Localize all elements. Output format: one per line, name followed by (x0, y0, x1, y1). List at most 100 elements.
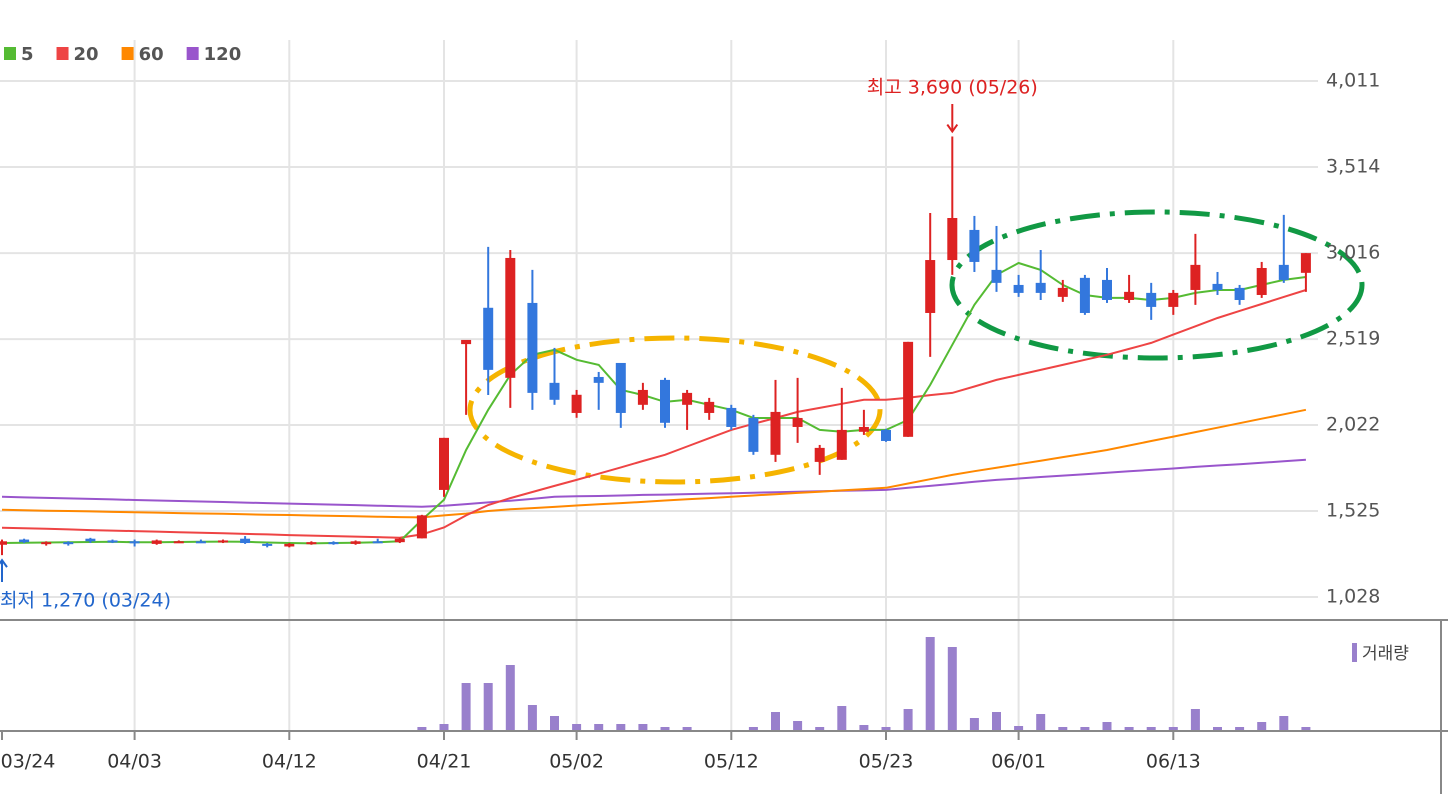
volume-bar (925, 637, 935, 730)
candle-body (1079, 277, 1090, 313)
legend-label: 60 (139, 44, 164, 65)
candle-body (969, 229, 980, 262)
candle-body (1146, 292, 1157, 307)
candle-body (394, 538, 405, 543)
legend-label: 20 (74, 44, 99, 65)
candle-body (704, 401, 715, 413)
candle-body (1212, 283, 1223, 290)
candle-body (858, 426, 869, 432)
candle-body (240, 538, 251, 544)
candle-body (549, 382, 560, 400)
volume-bar (815, 727, 825, 730)
y-tick-label: 1,525 (1326, 500, 1380, 522)
x-tick-label: 04/03 (107, 751, 162, 773)
volume-bar (748, 727, 758, 730)
candle-body (41, 542, 52, 545)
candle-body (1035, 282, 1046, 293)
y-tick-label: 3,514 (1326, 155, 1380, 177)
volume-bar (1190, 709, 1200, 730)
legend-swatch (121, 47, 134, 60)
highlight-ellipse (949, 209, 1365, 361)
ma-line (1, 408, 1307, 519)
candle-body (770, 411, 781, 455)
candle-body (1234, 287, 1245, 300)
x-tick-label: 03/24 (1, 751, 56, 773)
volume-bar (417, 727, 427, 730)
candle-body (416, 515, 427, 539)
candle-body (748, 417, 759, 452)
ma-line (1, 458, 1306, 508)
x-tick-label: 04/21 (417, 751, 472, 773)
volume-bar (859, 725, 869, 730)
candle-body (63, 542, 74, 545)
candle-body (173, 541, 184, 544)
y-tick-label: 3,016 (1326, 242, 1380, 264)
candle-body (306, 542, 317, 545)
candle-body (505, 257, 516, 378)
y-tick-label: 2,022 (1326, 414, 1380, 436)
legend-swatch (56, 47, 69, 60)
volume-bar (1213, 727, 1222, 730)
x-tick-label: 05/23 (859, 751, 914, 773)
annotation-arrowhead (0, 558, 8, 568)
volume-bar (1058, 727, 1068, 730)
candle-body (881, 429, 891, 441)
candle-body (814, 447, 825, 462)
candle-body (1057, 287, 1068, 297)
volume-bar (1279, 716, 1289, 730)
x-tick-label: 04/12 (262, 751, 317, 773)
candle-body (571, 394, 582, 413)
annotation: 최고 3,690 (05/26) (867, 77, 1038, 99)
ma-line (1, 289, 1307, 539)
volume-bar (1257, 722, 1267, 730)
legend-label: 거래량 (1362, 644, 1409, 664)
candle-body (836, 429, 847, 460)
volume-bar (1301, 727, 1311, 730)
candle-body (1124, 291, 1135, 300)
candle-body (284, 543, 295, 547)
candle-body (1190, 264, 1201, 290)
candle-body (19, 539, 30, 543)
volume-bar (1168, 727, 1178, 730)
legend-swatch (4, 47, 16, 60)
candle-body (129, 541, 140, 544)
candle-body (1168, 292, 1179, 307)
volume-bar (947, 647, 957, 730)
candle-body (615, 362, 626, 413)
volume-bar (505, 665, 515, 730)
grid (0, 40, 1318, 731)
candle-body (439, 437, 449, 490)
annotation-arrowhead (946, 123, 959, 134)
volume-bar (1146, 727, 1156, 730)
candle-body (218, 540, 228, 543)
legend-label: 5 (21, 44, 34, 65)
candle-body (0, 541, 7, 545)
candle-body (1256, 267, 1267, 295)
volume-bar (572, 724, 582, 730)
x-tick-label: 06/13 (1146, 751, 1201, 773)
volume-bar (1235, 727, 1245, 730)
volume-bar (1080, 727, 1090, 730)
x-tick-label: 05/02 (549, 751, 604, 773)
candle-body (350, 541, 361, 544)
candle-body (262, 543, 273, 546)
candle-body (682, 392, 693, 405)
candle-body (328, 542, 339, 545)
legend-label: 120 (204, 44, 242, 65)
candle-body (925, 260, 936, 313)
candle-body (903, 341, 914, 437)
volume-bar (682, 727, 692, 730)
legend-swatch (1352, 643, 1357, 662)
candle-body (195, 541, 206, 544)
candle-body (461, 339, 472, 345)
y-tick-label: 1,028 (1326, 586, 1380, 608)
volume-bar (616, 724, 626, 730)
x-tick-label: 06/01 (991, 751, 1046, 773)
volume-bar (1014, 726, 1024, 730)
candle-body (483, 307, 494, 370)
volume-bar (594, 724, 604, 730)
volume-bar (483, 683, 493, 730)
volume-bar (992, 712, 1001, 730)
candle-body (107, 540, 118, 543)
